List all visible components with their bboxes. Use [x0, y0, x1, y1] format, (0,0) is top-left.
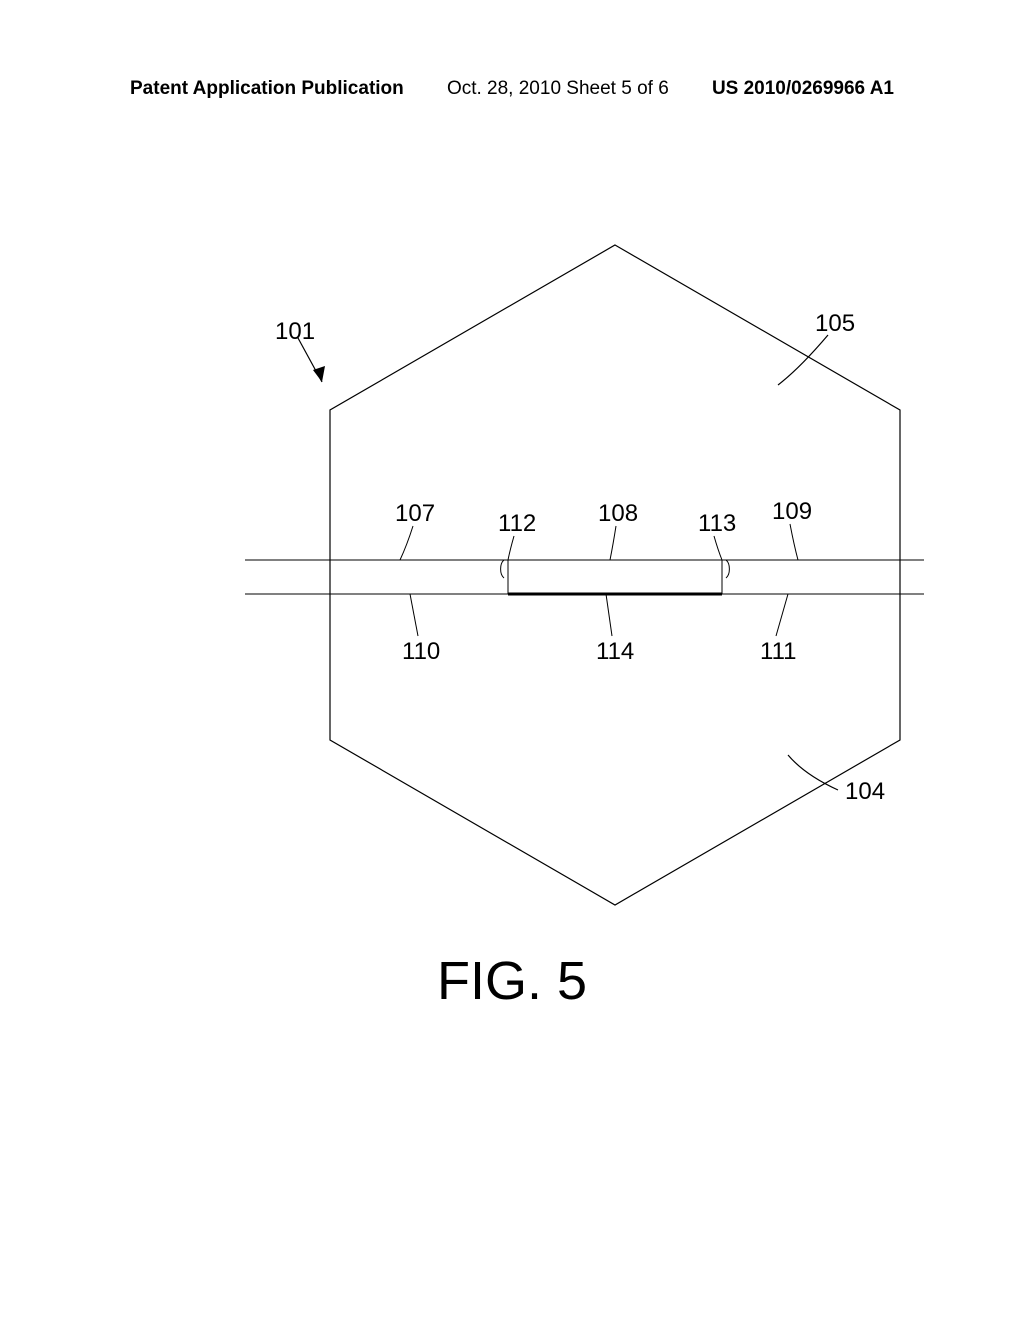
label-113: 113 — [698, 510, 736, 538]
header-left: Patent Application Publication — [130, 78, 404, 100]
label-101: 101 — [275, 318, 315, 346]
leader-111 — [776, 594, 788, 636]
hexagon-outline — [330, 245, 900, 905]
page-header: Patent Application Publication Oct. 28, … — [0, 78, 1024, 100]
label-114: 114 — [596, 638, 634, 666]
figure-title: FIG. 5 — [0, 950, 1024, 1012]
leader-108 — [610, 526, 616, 560]
label-104: 104 — [845, 778, 885, 806]
leader-107 — [400, 526, 413, 560]
label-111: 111 — [760, 638, 796, 666]
label-108: 108 — [598, 500, 638, 528]
leader-105 — [778, 335, 828, 385]
label-112: 112 — [498, 510, 536, 538]
leader-114 — [606, 594, 612, 636]
label-107: 107 — [395, 500, 435, 528]
middle-band — [245, 560, 924, 594]
label-109: 109 — [772, 498, 812, 526]
leader-112 — [508, 536, 514, 560]
patent-figure-svg — [100, 210, 924, 910]
leader-104 — [788, 755, 838, 790]
label-110: 110 — [402, 638, 440, 666]
header-center: Oct. 28, 2010 Sheet 5 of 6 — [447, 78, 669, 100]
leader-109 — [790, 524, 798, 560]
figure-container: 101 105 107 112 108 113 109 110 114 111 … — [100, 210, 924, 910]
header-right: US 2010/0269966 A1 — [712, 78, 894, 100]
label-105: 105 — [815, 310, 855, 338]
leader-110 — [410, 594, 418, 636]
leader-113 — [714, 536, 722, 560]
